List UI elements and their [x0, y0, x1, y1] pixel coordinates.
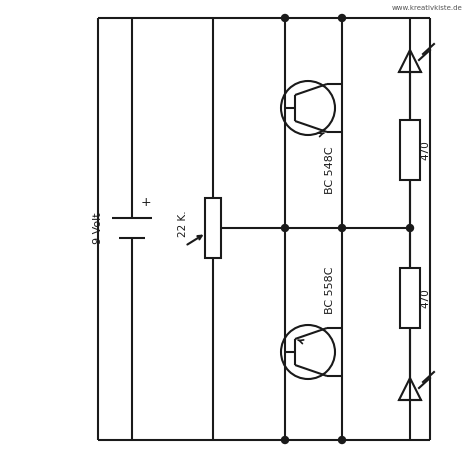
Bar [400, 268, 420, 328]
Bar [205, 198, 221, 258]
Circle shape [282, 224, 289, 231]
Text: BC 558C: BC 558C [325, 266, 335, 314]
Bar [400, 120, 420, 180]
Text: 470: 470 [420, 140, 430, 160]
Circle shape [338, 437, 346, 443]
Text: www.kreativkiste.de: www.kreativkiste.de [391, 5, 462, 11]
Text: BC 548C: BC 548C [325, 146, 335, 194]
Circle shape [282, 437, 289, 443]
Text: +: + [141, 196, 151, 208]
Circle shape [338, 15, 346, 22]
Circle shape [282, 15, 289, 22]
Circle shape [338, 224, 346, 231]
Text: 22 K.: 22 K. [178, 211, 188, 237]
Text: 9 Volt: 9 Volt [93, 212, 103, 244]
Text: 470: 470 [420, 288, 430, 308]
Circle shape [407, 224, 413, 231]
